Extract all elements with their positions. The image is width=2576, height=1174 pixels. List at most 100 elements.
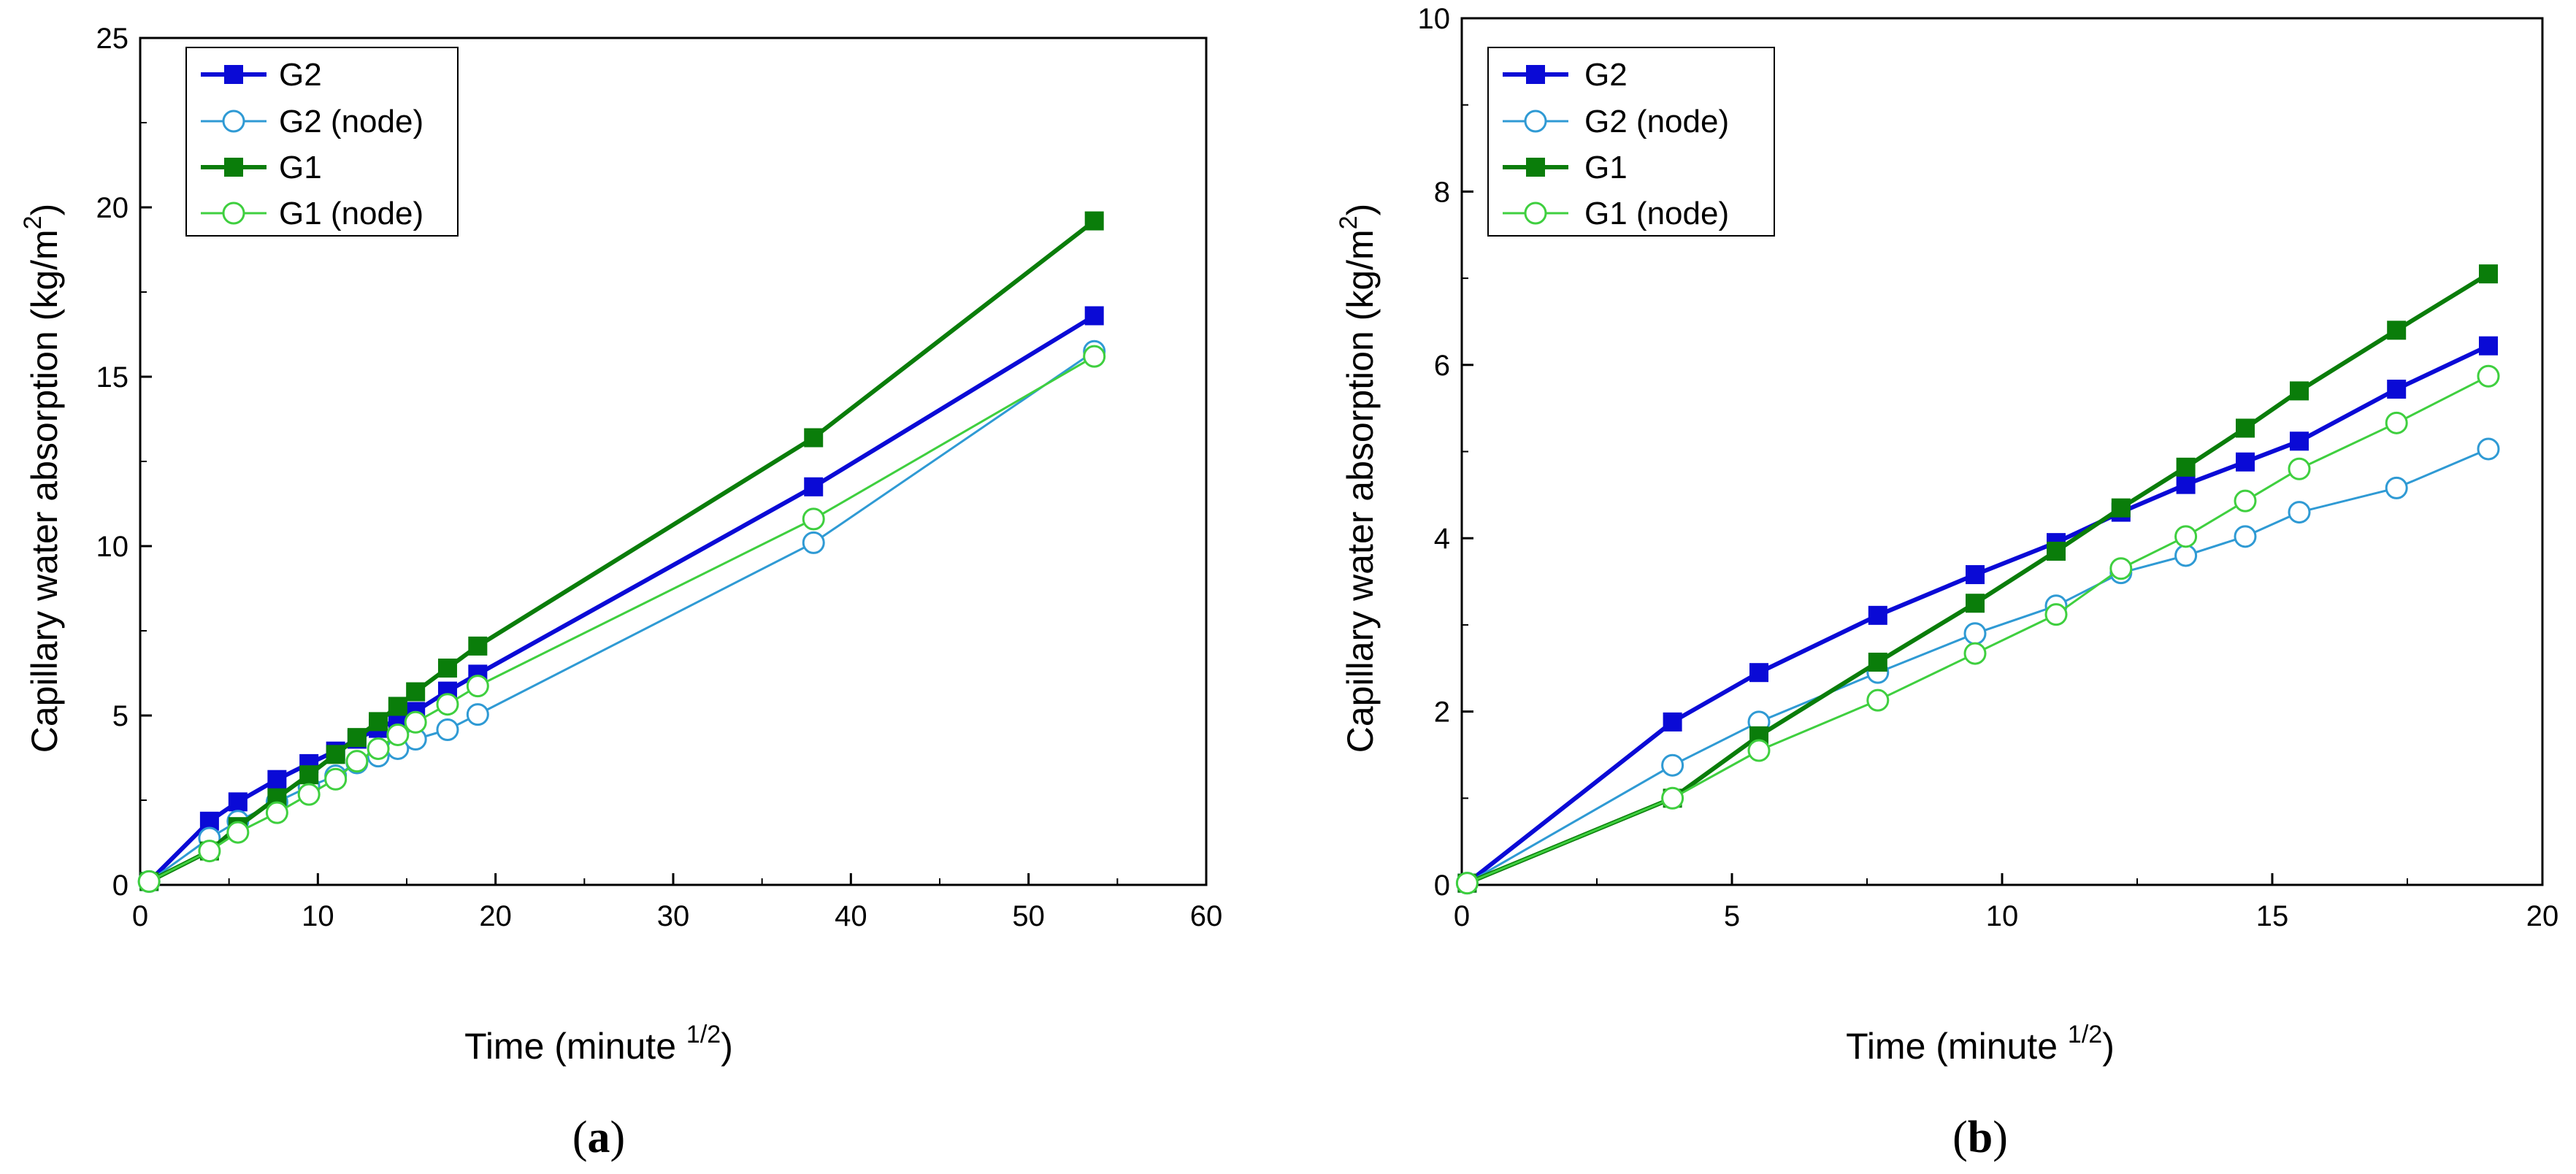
legend-label-b-g2-node: G2 (node) <box>1584 104 1729 139</box>
x-axis-title-b: Time (minute 1/2) <box>1846 1021 2115 1067</box>
y-tick-label-a-0: 0 <box>112 870 129 902</box>
point-b-g1-6 <box>2111 498 2131 518</box>
x-axis-title-a: Time (minute 1/2) <box>464 1021 733 1067</box>
point-b-g1-9 <box>2290 381 2309 401</box>
legend-marker-b-g2-node <box>1524 110 1547 133</box>
point-b-g2-2 <box>1749 663 1768 683</box>
legend-label-a-g2: G2 <box>279 57 322 93</box>
point-b-g1-node-4 <box>1963 642 1987 665</box>
x-tick-label-a-1: 10 <box>302 900 334 932</box>
x-tick-label-b-2: 10 <box>1986 900 2019 932</box>
point-b-g1-node-1 <box>1661 786 1684 810</box>
point-b-g2-9 <box>2290 431 2309 451</box>
point-b-g2-node-1 <box>1661 753 1684 777</box>
x-tick-label-a-6: 60 <box>1190 900 1223 932</box>
panel-label-a: (a) <box>572 1113 625 1162</box>
point-a-g1-node-8 <box>386 723 410 746</box>
legend-b: G2 G2 (node) G1 G1 (node) <box>1487 47 1775 237</box>
y-tick-label-b-5: 10 <box>1418 3 1451 35</box>
legend-marker-a-g2 <box>224 65 243 84</box>
point-a-g1-node-11 <box>466 675 489 698</box>
y-tick-label-a-2: 10 <box>96 531 129 563</box>
y-tick-label-b-1: 2 <box>1434 697 1450 729</box>
point-a-g1-node-4 <box>297 783 321 806</box>
point-a-g1-13 <box>1084 211 1104 231</box>
point-b-g2-10 <box>2387 380 2407 399</box>
y-tick-label-b-2: 4 <box>1434 523 1450 555</box>
x-tick-label-b-1: 5 <box>1724 900 1740 932</box>
point-b-g2-7 <box>2176 475 2196 494</box>
point-a-g1-8 <box>388 697 407 716</box>
series-line-b-g1 <box>1466 272 2490 886</box>
y-axis-title-a: Capillary water absorption (kg/m2) <box>19 204 65 753</box>
point-b-g1-node-11 <box>2477 364 2500 388</box>
point-b-g1-4 <box>1966 594 1985 613</box>
legend-a: G2 G2 (node) G1 G1 (node) <box>185 47 459 237</box>
point-b-g2-node-7 <box>2174 544 2198 567</box>
x-tick-label-a-4: 40 <box>835 900 867 932</box>
x-tick-label-a-2: 20 <box>479 900 512 932</box>
point-b-g2-node-9 <box>2288 501 2311 524</box>
point-b-g1-node-6 <box>2109 557 2133 580</box>
legend-label-b-g1-node: G1 (node) <box>1584 196 1729 231</box>
legend-marker-a-g1 <box>224 158 243 177</box>
point-b-g1-node-10 <box>2385 411 2408 434</box>
legend-marker-a-g2-node <box>222 110 245 133</box>
point-a-g1-9 <box>406 682 426 702</box>
point-a-g1-node-1 <box>198 840 221 863</box>
legend-marker-b-g2 <box>1526 65 1545 84</box>
point-a-g1-node-3 <box>265 801 288 824</box>
point-a-g1-6 <box>347 728 367 748</box>
point-b-g1-node-8 <box>2234 489 2257 513</box>
point-a-g1-node-2 <box>226 821 250 844</box>
point-b-g1-11 <box>2479 264 2498 284</box>
point-b-g1-10 <box>2387 321 2407 340</box>
legend-label-a-g1-node: G1 (node) <box>279 196 423 231</box>
point-a-g1-11 <box>468 636 488 656</box>
point-a-g1-12 <box>804 428 824 448</box>
plot-area-a: 0 10 20 30 40 50 60 0 5 10 15 20 25 <box>96 23 1223 932</box>
point-b-g1-node-2 <box>1747 739 1771 762</box>
point-a-g1-4 <box>299 765 319 785</box>
x-tick-label-a-5: 50 <box>1012 900 1045 932</box>
point-b-g2-node-4 <box>1963 622 1987 645</box>
point-a-g1-7 <box>369 712 388 732</box>
point-b-g2-11 <box>2479 336 2498 356</box>
y-tick-label-b-4: 8 <box>1434 176 1450 208</box>
point-b-g2-node-11 <box>2477 437 2500 461</box>
x-tick-label-b-4: 20 <box>2526 900 2559 932</box>
panel-label-b: (b) <box>1952 1113 2008 1162</box>
point-b-g2-4 <box>1966 565 1985 585</box>
plot-area-b: 0 5 10 15 20 0 2 4 6 8 10 <box>1418 3 2559 932</box>
point-b-g2-node-10 <box>2385 476 2408 499</box>
point-a-g2-2 <box>228 792 248 812</box>
point-a-g1-node-7 <box>367 737 390 760</box>
series-line-b-g1-node <box>1466 375 2489 884</box>
legend-marker-b-g1 <box>1526 158 1545 177</box>
point-b-g2-3 <box>1868 605 1887 625</box>
point-b-g1-node-5 <box>2044 603 2068 626</box>
legend-label-b-g1: G1 <box>1584 150 1628 185</box>
point-b-g1-node-0 <box>1455 872 1479 895</box>
legend-marker-b-g1-node <box>1524 202 1547 225</box>
point-b-g1-8 <box>2236 418 2255 438</box>
point-a-g1-node-12 <box>802 507 825 531</box>
x-tick-label-a-3: 30 <box>657 900 690 932</box>
point-a-g1-node-0 <box>137 870 161 893</box>
point-a-g1-5 <box>326 745 345 764</box>
point-a-g2-node-12 <box>802 531 825 554</box>
legend-marker-a-g1-node <box>222 202 245 225</box>
x-tick-label-b-0: 0 <box>1454 900 1470 932</box>
point-a-g1-node-9 <box>404 710 427 734</box>
point-a-g1-node-13 <box>1083 345 1106 368</box>
point-b-g2-8 <box>2236 452 2255 472</box>
chart-panel-b: 0 5 10 15 20 0 2 4 6 8 10 G2 G2 (node) G1 G1 (node… <box>1335 3 2558 1162</box>
point-b-g1-node-3 <box>1866 688 1890 712</box>
point-a-g2-node-10 <box>436 718 459 741</box>
y-tick-label-a-4: 20 <box>96 192 129 224</box>
point-b-g2-1 <box>1663 712 1682 732</box>
point-b-g1-3 <box>1868 652 1887 672</box>
legend-label-b-g2: G2 <box>1584 57 1628 93</box>
point-a-g2-3 <box>267 770 287 789</box>
